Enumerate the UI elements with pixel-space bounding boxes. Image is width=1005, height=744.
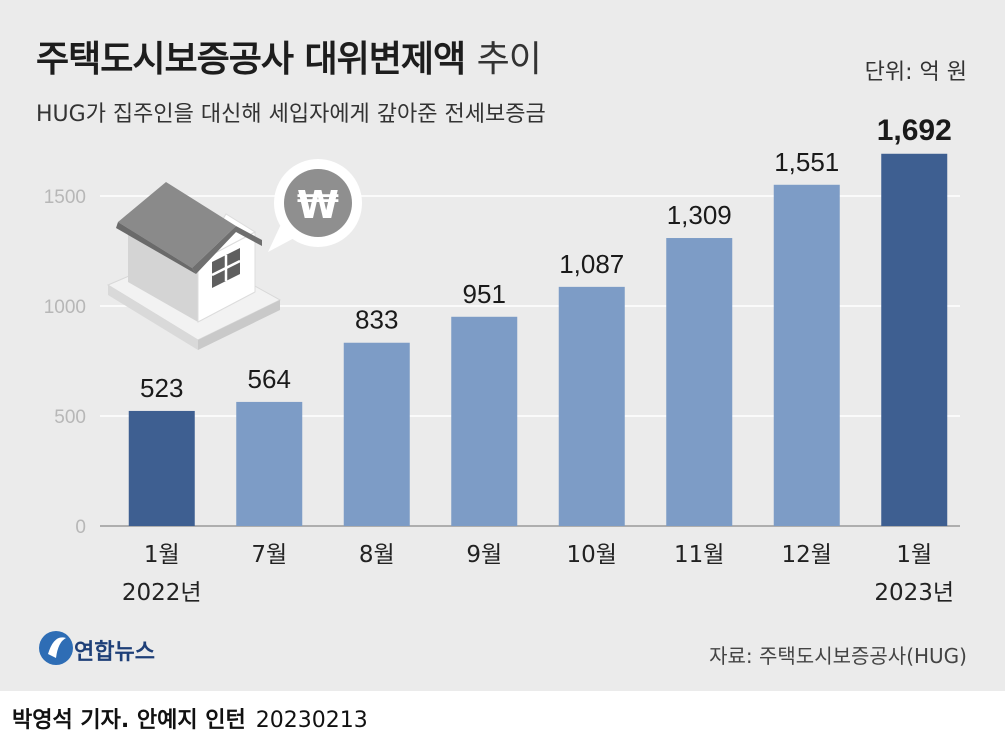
- data-label: 1,692: [877, 114, 952, 147]
- data-label: 1,309: [667, 200, 732, 230]
- x-tick-label: 8월: [359, 542, 395, 568]
- bar: [666, 238, 733, 526]
- yonhap-logo-icon: [39, 631, 73, 665]
- x-tick-label: 2022년: [122, 580, 202, 606]
- bars: [128, 153, 948, 526]
- x-tick-label: 11월: [674, 542, 724, 568]
- y-tick-labels: 0 500 1000 1500: [44, 187, 86, 538]
- data-label: 1,087: [559, 249, 624, 279]
- data-label: 833: [355, 305, 398, 335]
- y-tick-label: 500: [54, 407, 86, 428]
- data-label: 564: [248, 364, 291, 394]
- bar: [236, 401, 303, 526]
- x-tick-label: 9월: [466, 542, 502, 568]
- data-label: 1,551: [774, 147, 839, 177]
- source-note: 자료: 주택도시보증공사(HUG): [709, 644, 967, 668]
- data-label: 523: [140, 373, 183, 403]
- unit-label: 단위: 억 원: [864, 60, 967, 85]
- bar: [558, 286, 625, 526]
- bar: [128, 410, 195, 526]
- svg-text:₩: ₩: [297, 183, 339, 227]
- title-suffix: 추이: [476, 39, 542, 80]
- y-tick-label: 1000: [44, 297, 86, 318]
- bar: [343, 342, 410, 526]
- credit-date: 20230213: [255, 708, 368, 733]
- value-labels: 523 564 833 951 1,087 1,309 1,551 1,692: [140, 114, 952, 403]
- chart-subtitle: HUG가 집주인을 대신해 세입자에게 갚아준 전세보증금: [36, 102, 546, 127]
- credit-name: 박영석 기자. 안예지 인턴: [12, 708, 246, 733]
- x-tick-label: 7월: [251, 542, 287, 568]
- bar-chart: ₩ 523 564 833 951 1,087 1,309 1,551 1,692 1월 202…: [44, 114, 960, 606]
- x-tick-label: 10월: [567, 542, 617, 568]
- x-tick-label: 1월: [896, 542, 932, 568]
- x-tick-label: 1월: [144, 542, 180, 568]
- credit-line: 박영석 기자. 안예지 인턴 20230213: [12, 702, 368, 734]
- x-tick-label: 12월: [782, 542, 832, 568]
- chart-title: 주택도시보증공사 대위변제액 추이: [36, 39, 542, 80]
- bar: [773, 184, 840, 526]
- x-tick-label: 2023년: [874, 580, 954, 606]
- bar: [881, 153, 948, 526]
- y-tick-label: 0: [75, 517, 86, 538]
- house-illustration: ₩: [106, 159, 362, 350]
- y-tick-label: 1500: [44, 187, 86, 208]
- bar: [451, 316, 518, 526]
- x-tick-labels: 1월 2022년 7월 8월 9월 10월 11월 12월 1월 2023년: [122, 542, 954, 606]
- logo-text: 연합뉴스: [74, 640, 155, 665]
- data-label: 951: [463, 279, 506, 309]
